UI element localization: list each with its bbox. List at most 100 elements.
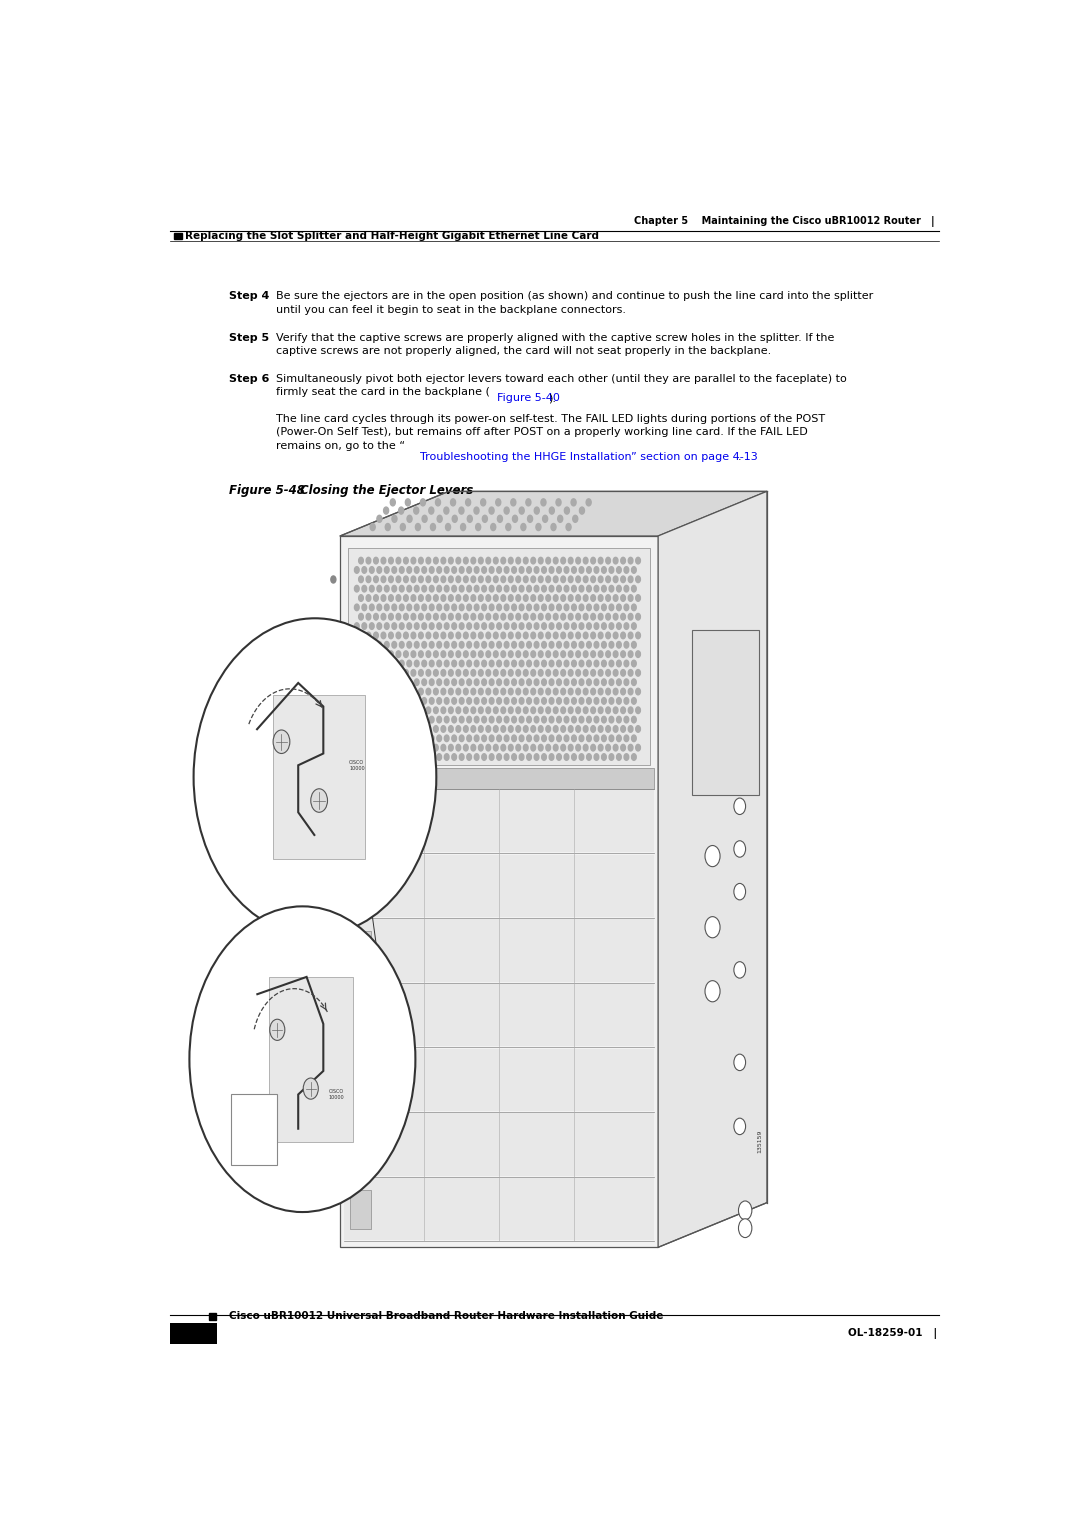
Circle shape: [362, 641, 366, 647]
Circle shape: [549, 754, 554, 760]
Circle shape: [369, 754, 374, 760]
Circle shape: [621, 594, 625, 602]
Circle shape: [602, 716, 606, 722]
Circle shape: [366, 689, 370, 695]
Circle shape: [384, 734, 389, 742]
Circle shape: [564, 623, 569, 629]
Circle shape: [486, 744, 490, 751]
Circle shape: [392, 515, 397, 522]
Circle shape: [598, 744, 603, 751]
Circle shape: [609, 660, 613, 667]
Circle shape: [561, 744, 566, 751]
Circle shape: [441, 576, 446, 583]
Circle shape: [571, 605, 577, 611]
Circle shape: [576, 632, 581, 638]
Circle shape: [482, 680, 486, 686]
Circle shape: [636, 689, 640, 695]
Circle shape: [571, 641, 577, 647]
Circle shape: [526, 499, 531, 505]
Circle shape: [519, 754, 524, 760]
Circle shape: [594, 641, 598, 647]
Circle shape: [459, 641, 464, 647]
Circle shape: [621, 689, 625, 695]
Circle shape: [426, 594, 431, 602]
Circle shape: [501, 614, 505, 620]
Circle shape: [591, 651, 595, 658]
Circle shape: [374, 576, 378, 583]
Circle shape: [369, 716, 374, 722]
Circle shape: [516, 744, 521, 751]
Circle shape: [459, 698, 464, 704]
Circle shape: [497, 623, 501, 629]
Circle shape: [527, 680, 531, 686]
Circle shape: [467, 641, 472, 647]
Circle shape: [579, 605, 584, 611]
Circle shape: [399, 507, 404, 515]
Circle shape: [400, 734, 404, 742]
Circle shape: [381, 689, 386, 695]
Circle shape: [598, 689, 603, 695]
Circle shape: [482, 623, 486, 629]
Bar: [269, 977, 352, 1142]
Circle shape: [430, 754, 434, 760]
Circle shape: [435, 499, 441, 505]
Circle shape: [474, 605, 478, 611]
Circle shape: [456, 594, 461, 602]
Circle shape: [516, 557, 521, 563]
Circle shape: [404, 557, 408, 563]
Circle shape: [463, 557, 468, 563]
Circle shape: [374, 725, 378, 733]
Circle shape: [467, 698, 472, 704]
Polygon shape: [340, 536, 658, 1248]
Circle shape: [553, 614, 558, 620]
Circle shape: [504, 567, 509, 573]
Circle shape: [504, 623, 509, 629]
Circle shape: [419, 744, 423, 751]
Circle shape: [486, 614, 490, 620]
Circle shape: [366, 651, 370, 658]
Circle shape: [556, 680, 562, 686]
Circle shape: [542, 641, 546, 647]
Circle shape: [419, 557, 423, 563]
Circle shape: [374, 614, 378, 620]
Circle shape: [535, 660, 539, 667]
Circle shape: [705, 916, 720, 938]
Circle shape: [411, 707, 416, 713]
Bar: [345, 983, 654, 1046]
Circle shape: [436, 680, 442, 686]
Circle shape: [494, 557, 498, 563]
Circle shape: [330, 802, 336, 809]
Circle shape: [474, 507, 480, 515]
Circle shape: [617, 698, 621, 704]
Circle shape: [430, 698, 434, 704]
Circle shape: [629, 557, 633, 563]
Circle shape: [541, 499, 546, 505]
Circle shape: [444, 680, 449, 686]
Circle shape: [556, 716, 562, 722]
Circle shape: [415, 567, 419, 573]
Circle shape: [527, 660, 531, 667]
Circle shape: [486, 576, 490, 583]
Circle shape: [504, 754, 509, 760]
Circle shape: [381, 576, 386, 583]
Circle shape: [478, 725, 483, 733]
Circle shape: [497, 734, 501, 742]
Circle shape: [624, 716, 629, 722]
Circle shape: [576, 614, 581, 620]
Text: CISCO
10000: CISCO 10000: [328, 1089, 343, 1099]
Text: Simultaneously pivot both ejector levers toward each other (until they are paral: Simultaneously pivot both ejector levers…: [275, 374, 847, 397]
Circle shape: [474, 698, 478, 704]
Circle shape: [456, 744, 461, 751]
Circle shape: [369, 641, 374, 647]
Circle shape: [609, 567, 613, 573]
Circle shape: [545, 614, 551, 620]
Circle shape: [579, 680, 584, 686]
Circle shape: [504, 680, 509, 686]
Circle shape: [478, 707, 483, 713]
Circle shape: [586, 605, 592, 611]
Circle shape: [583, 689, 588, 695]
Circle shape: [524, 707, 528, 713]
Circle shape: [617, 623, 621, 629]
Circle shape: [433, 632, 438, 638]
Circle shape: [556, 567, 562, 573]
